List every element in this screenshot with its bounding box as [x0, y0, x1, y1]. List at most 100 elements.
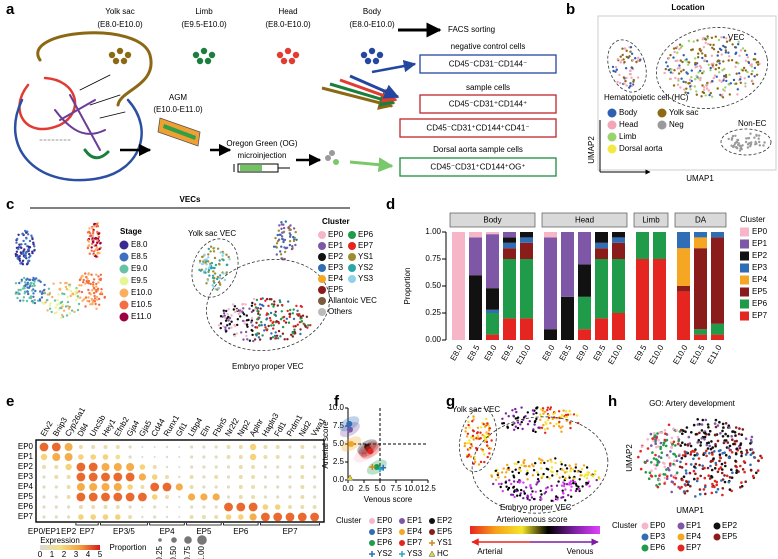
arrow — [371, 59, 417, 74]
umap-dot — [736, 93, 739, 96]
umap-dot — [746, 146, 750, 149]
agm-label: AGM — [169, 93, 188, 102]
umap-dot — [520, 464, 523, 467]
umap-dot — [685, 480, 689, 484]
legend-label: Allantoic VEC — [328, 296, 377, 305]
dot — [263, 475, 267, 479]
umap-dot — [631, 58, 635, 62]
dot — [236, 502, 246, 512]
umap-dot — [577, 485, 580, 488]
umap-dot — [204, 261, 207, 264]
umap-dot — [665, 61, 668, 64]
umap-dot — [76, 308, 80, 312]
umap-dot — [660, 431, 663, 435]
umap-dot — [14, 252, 17, 256]
legend-label: EP2 — [328, 252, 344, 261]
umap-dot — [646, 459, 649, 463]
umap-dot — [586, 482, 589, 485]
umap-dot — [275, 320, 278, 323]
umap-dot — [702, 70, 705, 73]
umap-dot — [89, 282, 92, 286]
umap-dot — [252, 297, 256, 301]
umap-dot — [76, 295, 80, 298]
umap-dot — [763, 141, 766, 144]
dot — [101, 483, 110, 491]
umap-dot — [53, 299, 57, 302]
umap-dot — [31, 278, 35, 282]
umap-dot — [757, 459, 760, 463]
umap-dot — [650, 469, 653, 473]
umap-dot — [703, 59, 706, 62]
umap-dot — [256, 332, 259, 335]
umap-dot — [560, 413, 564, 417]
umap-dot — [73, 310, 76, 314]
umap-dot — [625, 55, 628, 59]
umap-dot — [554, 461, 557, 465]
umap-dot — [698, 488, 702, 491]
umap-dot — [87, 245, 90, 248]
size-swatch — [171, 537, 177, 543]
group-title: sample cells — [466, 83, 510, 92]
umap-dot — [539, 489, 542, 493]
legend-swatch — [348, 253, 356, 261]
umap-dot — [211, 274, 215, 277]
umap-dot — [718, 459, 721, 463]
umap-dot — [701, 84, 704, 87]
umap-dot — [560, 463, 563, 466]
umap-dot — [472, 415, 475, 418]
bar-segment — [694, 329, 707, 335]
umap-dot — [670, 68, 673, 71]
dot — [214, 465, 218, 469]
point — [361, 451, 367, 458]
umap-dot — [279, 335, 282, 338]
umap-dot — [528, 498, 531, 502]
umap-dot — [562, 481, 565, 484]
umap-dot — [635, 60, 638, 64]
umap-dot — [281, 231, 284, 234]
umap-dot — [547, 468, 550, 471]
legend-title: Cluster — [336, 516, 362, 525]
umap-dot — [701, 72, 704, 75]
umap-dot — [724, 432, 727, 436]
umap-dot — [472, 462, 475, 465]
umap-dot — [284, 220, 287, 223]
dot — [190, 445, 194, 449]
umap-dot — [717, 66, 721, 70]
arrow — [349, 74, 400, 99]
umap-dot — [564, 464, 567, 467]
umap-dot — [287, 321, 291, 324]
umap-dot — [242, 313, 246, 316]
group-label: EP5 — [196, 527, 212, 536]
umap-dot — [735, 82, 738, 85]
umap-dot — [714, 443, 717, 446]
umap-dot — [207, 253, 210, 256]
bar-segment — [469, 237, 482, 276]
umap-dot — [649, 474, 653, 477]
umap-dot — [718, 79, 721, 82]
umap-dot — [734, 141, 738, 144]
marker-box — [419, 54, 557, 74]
umap-dot — [672, 440, 676, 444]
umap-dot — [223, 314, 226, 317]
umap-dot — [738, 144, 741, 147]
cell — [112, 57, 120, 65]
x-tick-label: E8.0 — [449, 343, 465, 362]
umap-dot — [739, 81, 742, 85]
umap-dot — [741, 144, 744, 147]
dot — [202, 505, 206, 509]
umap-dot — [201, 262, 204, 266]
umap-dot — [624, 67, 628, 70]
umap-dot — [692, 40, 695, 43]
dot — [51, 442, 61, 452]
umap-dot — [20, 278, 23, 281]
umap-dot — [713, 479, 717, 483]
umap-dot — [289, 233, 292, 237]
umap-dot — [251, 329, 254, 332]
umap-dot — [598, 477, 601, 480]
umap-dot — [17, 291, 20, 294]
dot — [214, 455, 218, 459]
umap-dot — [697, 71, 700, 74]
umap-dot — [291, 335, 294, 338]
umap-dot — [699, 444, 702, 447]
umap-dot — [275, 246, 278, 249]
